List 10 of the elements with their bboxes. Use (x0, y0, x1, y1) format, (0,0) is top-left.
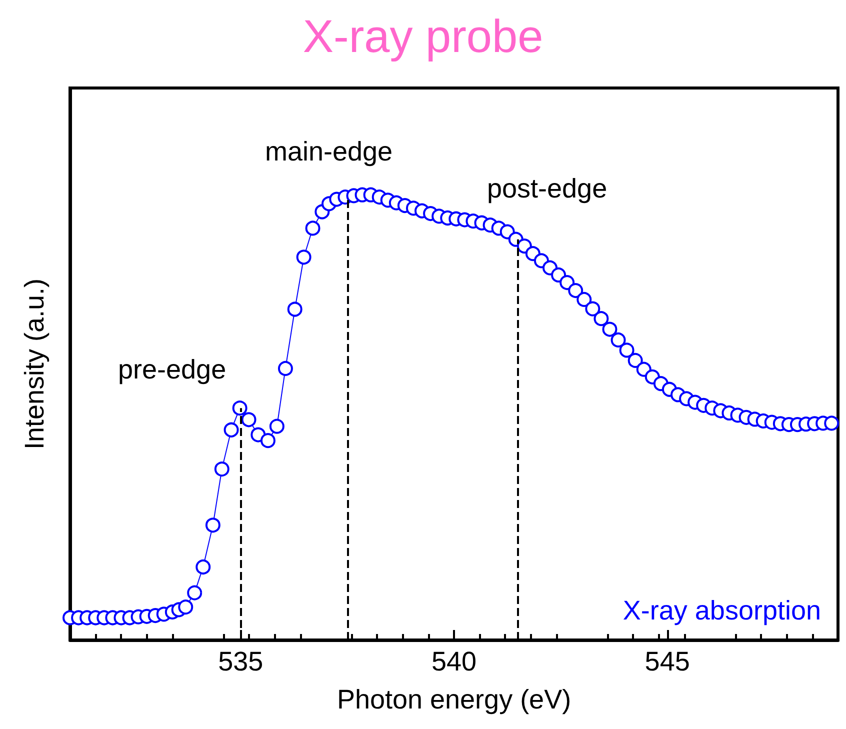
annotation: post-edge (487, 174, 608, 204)
chart-title: X-ray probe (302, 10, 544, 62)
text: main-edge (265, 136, 393, 166)
y-axis-title: Intensity (a.u.) (20, 278, 50, 450)
x-tick-label: 545 (644, 646, 690, 676)
x-tick-label: 535 (218, 646, 264, 676)
text: X-ray absorption (622, 596, 822, 626)
annotation: pre-edge (118, 354, 226, 384)
x-axis-title: Photon energy (eV) (336, 684, 572, 714)
x-tick-label: 540 (431, 646, 477, 676)
